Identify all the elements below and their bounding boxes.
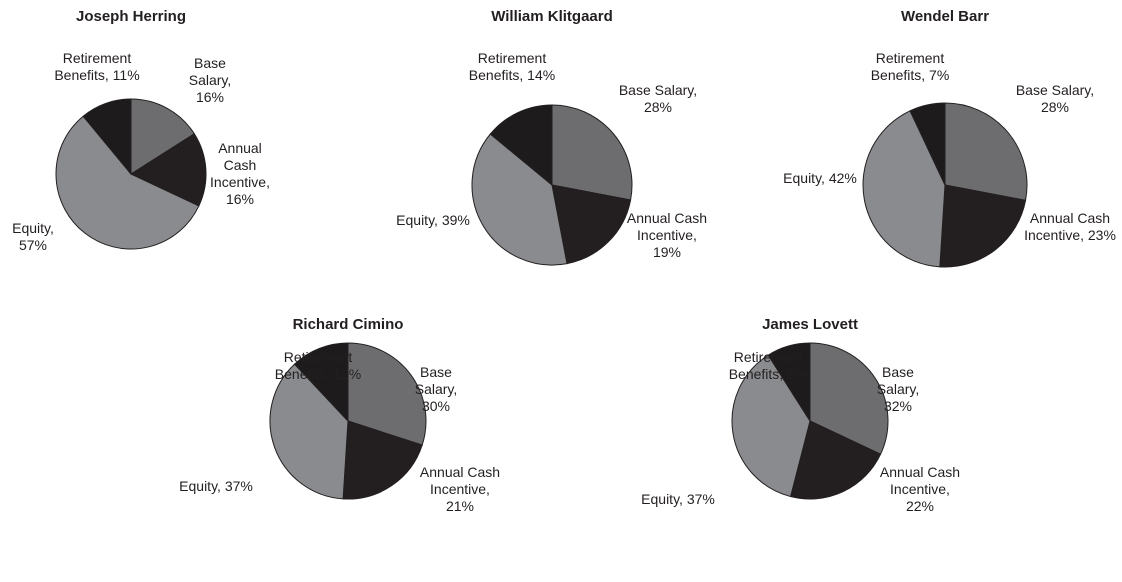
pie-slice — [130, 98, 196, 175]
pie-slice — [909, 102, 946, 186]
slice-label: Annual Cash Incentive, 22% — [879, 464, 961, 514]
pie-slice — [789, 420, 882, 500]
slice-label: Annual Cash Incentive, 16% — [210, 140, 270, 207]
pie-title: James Lovett — [762, 316, 858, 333]
pie-slice — [809, 342, 889, 455]
pie-slice — [471, 133, 568, 266]
slice-label: Base Salary, 32% — [876, 364, 920, 414]
slice-label: Base Salary, 30% — [414, 364, 458, 414]
slice-label: Equity, 57% — [12, 220, 54, 253]
pie-slice — [944, 102, 1028, 201]
pie-slice — [489, 104, 553, 187]
pie-slice — [342, 420, 423, 500]
slice-label: Base Salary, 16% — [188, 55, 232, 105]
slice-label: Annual Cash Incentive, 23% — [1024, 210, 1116, 243]
pie-title: William Klitgaard — [491, 8, 613, 25]
slice-label: Retirement Benefits, 7% — [870, 50, 950, 83]
pie-title: Joseph Herring — [75, 8, 187, 25]
pie-slice — [862, 110, 946, 268]
slice-label: Equity, 37% — [179, 478, 253, 494]
slice-label: Equity, 42% — [783, 170, 857, 186]
slice-label: Retirement Benefits, 12% — [274, 349, 362, 382]
pie-slice — [293, 342, 349, 423]
pie-slice — [551, 184, 632, 265]
pie-slice — [347, 342, 427, 446]
pie-slice — [55, 115, 200, 250]
slice-label: Annual Cash Incentive, 19% — [626, 210, 708, 260]
pie-slice — [82, 98, 132, 176]
pie-title: Wendel Barr — [900, 8, 990, 25]
pie-slice — [269, 363, 349, 500]
slice-label: Retirement Benefits, 14% — [468, 50, 556, 83]
slice-label: Retirement Benefits, 9% — [728, 349, 808, 382]
slice-label: Base Salary, 28% — [618, 82, 698, 115]
slice-label: Equity, 39% — [396, 212, 470, 228]
slice-label: Base Salary, 28% — [1015, 82, 1095, 115]
slice-label: Equity, 37% — [641, 491, 715, 507]
pie-title: Richard Cimino — [292, 316, 404, 333]
pie-slice — [767, 342, 811, 423]
pie-slice — [129, 133, 207, 207]
pie-slice — [551, 104, 633, 201]
slice-label: Retirement Benefits, 11% — [54, 50, 140, 83]
slice-label: Annual Cash Incentive, 21% — [419, 464, 501, 514]
pie-slice — [939, 184, 1027, 268]
